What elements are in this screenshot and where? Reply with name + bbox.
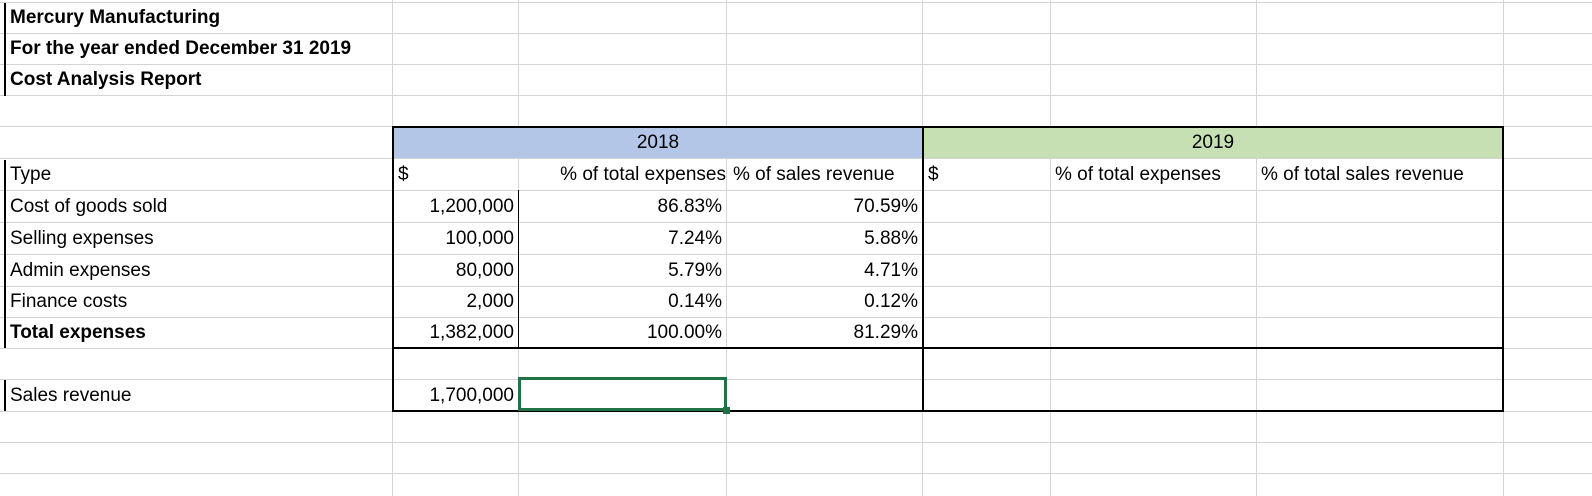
year-header-2019[interactable]: 2019 (1191, 132, 1235, 153)
row-type-admin-expenses[interactable]: Admin expenses (10, 260, 151, 281)
gridline (0, 254, 1592, 255)
row-pct-total[interactable]: 5.79% (668, 260, 722, 281)
column-header-type[interactable]: Type (10, 164, 52, 185)
sales-revenue-amount[interactable]: 1,700,000 (429, 385, 514, 406)
gridline (0, 33, 1592, 34)
column-header-dollar-2019[interactable]: $ (928, 164, 939, 185)
gridline (0, 286, 1592, 287)
row-pct-sales-total[interactable]: 81.29% (853, 322, 918, 343)
table-border (922, 126, 924, 412)
table-border (392, 347, 1504, 349)
table-border (518, 190, 519, 348)
selected-cell[interactable] (518, 377, 727, 411)
table-border (1502, 126, 1504, 412)
row-type-cost-of-goods-sold[interactable]: Cost of goods sold (10, 196, 168, 217)
row-pct-total[interactable]: 0.14% (668, 291, 722, 312)
gridline (0, 190, 1592, 191)
row-pct-sales[interactable]: 5.88% (864, 228, 918, 249)
title-border (4, 3, 6, 96)
row-pct-sales[interactable]: 0.12% (864, 291, 918, 312)
row-type-finance-costs[interactable]: Finance costs (10, 291, 128, 312)
gridline (726, 0, 727, 496)
gridline (0, 222, 1592, 223)
column-header-pct-sales-2018[interactable]: % of sales revenue (733, 164, 895, 185)
row-amount[interactable]: 1,200,000 (429, 196, 514, 217)
gridline (0, 95, 1592, 96)
table-border (392, 126, 394, 412)
column-header-pct-total-2018[interactable]: % of total expenses (560, 164, 726, 185)
gridline (0, 473, 1592, 474)
gridline (0, 64, 1592, 65)
header-2018-fill (393, 127, 923, 158)
row-amount[interactable]: 100,000 (445, 228, 514, 249)
gridline (0, 442, 1592, 443)
fill-handle[interactable] (723, 407, 730, 414)
gridline (0, 2, 1592, 3)
column-header-pct-sales-2019[interactable]: % of total sales revenue (1261, 164, 1464, 185)
row-type-selling-expenses[interactable]: Selling expenses (10, 228, 154, 249)
report-title[interactable]: Cost Analysis Report (10, 69, 202, 90)
row-amount[interactable]: 2,000 (466, 291, 514, 312)
table-border (392, 126, 1504, 128)
gridline (0, 317, 1592, 318)
gridline (0, 379, 1592, 380)
table-left-border (4, 160, 6, 348)
gridline (0, 158, 1592, 159)
row-amount-total[interactable]: 1,382,000 (429, 322, 514, 343)
header-2019-fill (923, 127, 1503, 158)
row-type-total-expenses[interactable]: Total expenses (10, 322, 146, 343)
company-name[interactable]: Mercury Manufacturing (10, 7, 221, 28)
report-period[interactable]: For the year ended December 31 2019 (10, 38, 352, 59)
row-amount[interactable]: 80,000 (455, 260, 514, 281)
table-border (392, 410, 1504, 412)
gridline (1256, 0, 1257, 496)
row-pct-sales[interactable]: 4.71% (864, 260, 918, 281)
column-header-pct-total-2019[interactable]: % of total expenses (1055, 164, 1221, 185)
row-pct-total[interactable]: 86.83% (657, 196, 722, 217)
sales-left-border (4, 380, 6, 411)
sales-revenue-label[interactable]: Sales revenue (10, 385, 132, 406)
column-header-dollar-2018[interactable]: $ (398, 164, 409, 185)
year-header-2018[interactable]: 2018 (636, 132, 680, 153)
row-pct-total[interactable]: 7.24% (668, 228, 722, 249)
row-pct-sales[interactable]: 70.59% (853, 196, 918, 217)
gridline (1050, 0, 1051, 496)
row-pct-total-total[interactable]: 100.00% (646, 322, 722, 343)
